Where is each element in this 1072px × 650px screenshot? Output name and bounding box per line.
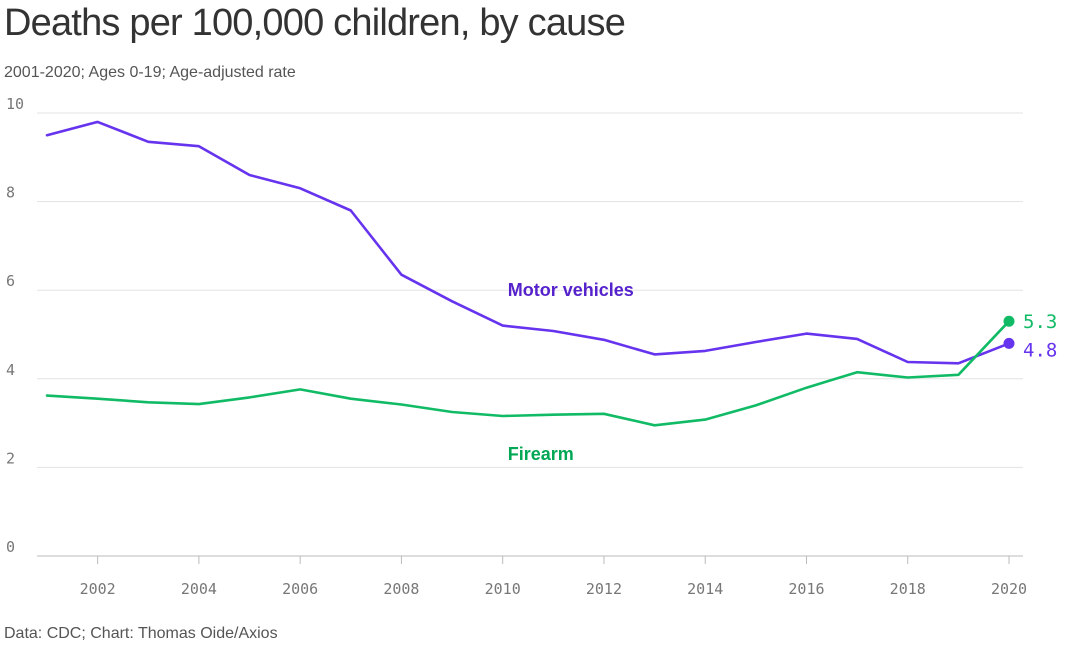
series-labels: 4.8 Motor vehicles 5.3 Firearm <box>508 280 1058 464</box>
line-chart: 0 2 4 6 8 10 2002 2004 2006 2008 2010 2012 2014 2016… <box>6 95 1058 598</box>
y-tick-label: 8 <box>6 184 15 202</box>
x-tick-label: 2006 <box>282 580 318 598</box>
firearm-series-label: Firearm <box>508 444 574 464</box>
x-tick-label: 2002 <box>80 580 116 598</box>
motor-vehicles-line <box>45 120 1011 365</box>
firearm-end-value: 5.3 <box>1023 311 1057 333</box>
motor-vehicles-series-label: Motor vehicles <box>508 280 634 300</box>
x-tick-label: 2020 <box>991 580 1027 598</box>
chart-title: Deaths per 100,000 children, by cause <box>4 2 626 44</box>
y-tick-label: 6 <box>6 272 15 290</box>
y-tick-label: 4 <box>6 361 15 379</box>
gridlines <box>37 112 1023 557</box>
x-axis-ticks: 2002 2004 2006 2008 2010 2012 2014 2016 2018 2020 <box>80 556 1027 598</box>
y-tick-label: 0 <box>6 538 15 556</box>
y-tick-label: 10 <box>6 95 24 113</box>
x-tick-label: 2004 <box>181 580 217 598</box>
y-tick-label: 2 <box>6 449 15 467</box>
y-axis-ticks: 0 2 4 6 8 10 <box>6 95 24 556</box>
firearm-end-point <box>1003 315 1015 327</box>
series-lines <box>45 120 1015 427</box>
chart-subtitle: 2001-2020; Ages 0-19; Age-adjusted rate <box>4 64 296 81</box>
x-tick-label: 2012 <box>586 580 622 598</box>
motor-vehicles-end-point <box>1003 337 1015 349</box>
source-credit: Data: CDC; Chart: Thomas Oide/Axios <box>4 625 278 642</box>
x-tick-label: 2010 <box>485 580 521 598</box>
x-tick-label: 2018 <box>890 580 926 598</box>
motor-vehicles-end-value: 4.8 <box>1023 339 1057 361</box>
x-tick-label: 2016 <box>788 580 824 598</box>
firearm-line <box>45 319 1011 427</box>
x-tick-label: 2014 <box>687 580 723 598</box>
x-tick-label: 2008 <box>383 580 419 598</box>
